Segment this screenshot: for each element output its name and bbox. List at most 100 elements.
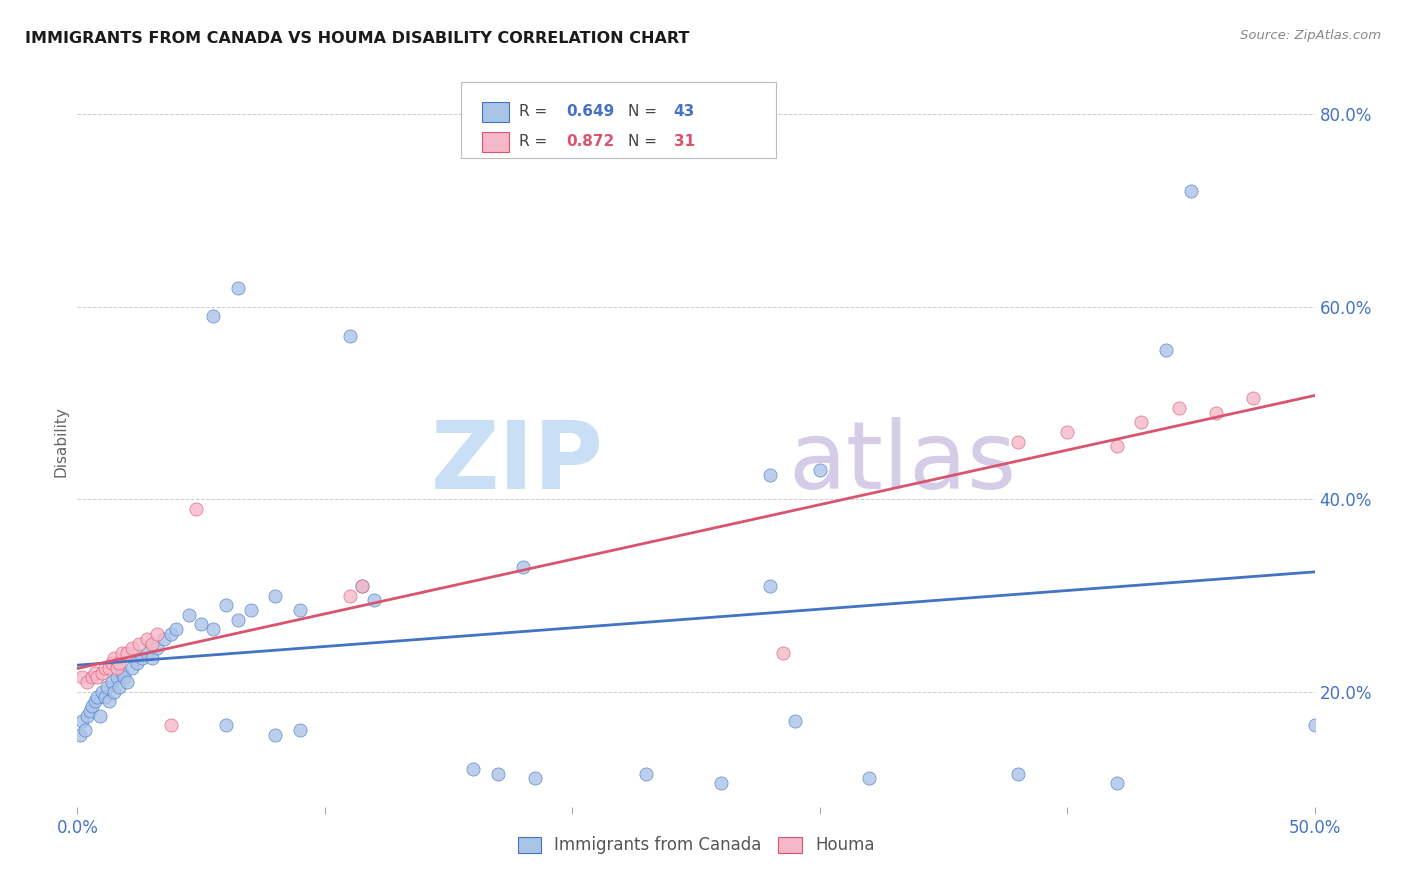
- Point: [89, 708, 111, 723]
- Point: [103, 651, 125, 665]
- Point: [115, 646, 138, 660]
- Point: [1154, 343, 1177, 357]
- Point: [226, 280, 249, 294]
- Point: [363, 593, 385, 607]
- Point: [184, 502, 207, 516]
- Point: [91, 685, 114, 699]
- Point: [288, 603, 311, 617]
- Point: [72, 714, 94, 728]
- Point: [153, 632, 176, 646]
- Point: [177, 607, 200, 622]
- Point: [165, 622, 187, 636]
- Point: [91, 665, 114, 680]
- Point: [1180, 184, 1202, 198]
- Text: ZIP: ZIP: [430, 417, 603, 509]
- Point: [215, 718, 238, 732]
- Point: [115, 675, 138, 690]
- Point: [105, 661, 128, 675]
- Point: [111, 646, 134, 660]
- Point: [125, 656, 148, 670]
- Point: [86, 670, 108, 684]
- Point: [101, 656, 124, 670]
- Point: [93, 661, 115, 675]
- Point: [1056, 425, 1078, 439]
- Bar: [482, 102, 509, 122]
- Point: [1007, 766, 1029, 780]
- Point: [1007, 434, 1029, 449]
- Text: 43: 43: [673, 104, 695, 120]
- Point: [145, 641, 167, 656]
- Bar: [482, 132, 509, 152]
- Point: [145, 627, 167, 641]
- Text: Source: ZipAtlas.com: Source: ZipAtlas.com: [1240, 29, 1381, 42]
- Point: [83, 694, 105, 708]
- Point: [524, 772, 547, 786]
- Point: [105, 670, 128, 684]
- Point: [101, 675, 124, 690]
- Point: [128, 637, 150, 651]
- Point: [264, 589, 287, 603]
- Point: [111, 665, 134, 680]
- Point: [710, 776, 733, 790]
- Point: [135, 646, 157, 660]
- Point: [98, 661, 121, 675]
- Point: [636, 766, 658, 780]
- Text: IMMIGRANTS FROM CANADA VS HOUMA DISABILITY CORRELATION CHART: IMMIGRANTS FROM CANADA VS HOUMA DISABILI…: [25, 31, 690, 46]
- Point: [202, 622, 225, 636]
- Point: [141, 651, 163, 665]
- Point: [112, 670, 135, 684]
- Legend: Immigrants from Canada, Houma: Immigrants from Canada, Houma: [510, 830, 882, 861]
- Y-axis label: Disability: Disability: [53, 406, 69, 477]
- Text: 31: 31: [673, 135, 695, 149]
- Text: 0.649: 0.649: [567, 104, 614, 120]
- Point: [486, 766, 509, 780]
- Point: [160, 627, 183, 641]
- Point: [98, 694, 121, 708]
- Point: [463, 762, 485, 776]
- Point: [808, 463, 831, 477]
- Point: [72, 670, 94, 684]
- Point: [103, 685, 125, 699]
- Point: [783, 714, 806, 728]
- Point: [350, 579, 373, 593]
- Point: [239, 603, 262, 617]
- Point: [108, 656, 131, 670]
- Point: [73, 723, 96, 738]
- Point: [759, 579, 782, 593]
- Point: [135, 632, 157, 646]
- Point: [264, 728, 287, 742]
- Point: [772, 646, 794, 660]
- Point: [339, 589, 361, 603]
- Point: [1205, 406, 1227, 420]
- Point: [226, 613, 249, 627]
- Point: [512, 559, 534, 574]
- Text: R =: R =: [519, 135, 553, 149]
- Point: [86, 690, 108, 704]
- Point: [69, 728, 91, 742]
- Point: [82, 699, 104, 714]
- Point: [1130, 415, 1153, 429]
- Point: [858, 772, 880, 786]
- Point: [190, 617, 212, 632]
- Point: [215, 598, 238, 612]
- Point: [108, 680, 131, 694]
- Text: N =: N =: [628, 104, 657, 120]
- Text: 0.872: 0.872: [567, 135, 614, 149]
- Point: [121, 661, 143, 675]
- Point: [131, 651, 153, 665]
- Point: [76, 708, 98, 723]
- Point: [1241, 391, 1264, 405]
- Point: [202, 310, 225, 324]
- Point: [1303, 718, 1326, 732]
- Point: [82, 670, 104, 684]
- Point: [1167, 401, 1189, 415]
- Point: [76, 675, 98, 690]
- Point: [121, 641, 143, 656]
- Point: [1105, 439, 1128, 453]
- FancyBboxPatch shape: [461, 82, 776, 158]
- Point: [141, 637, 163, 651]
- Point: [288, 723, 311, 738]
- Point: [83, 665, 105, 680]
- Point: [93, 690, 115, 704]
- Point: [759, 468, 782, 483]
